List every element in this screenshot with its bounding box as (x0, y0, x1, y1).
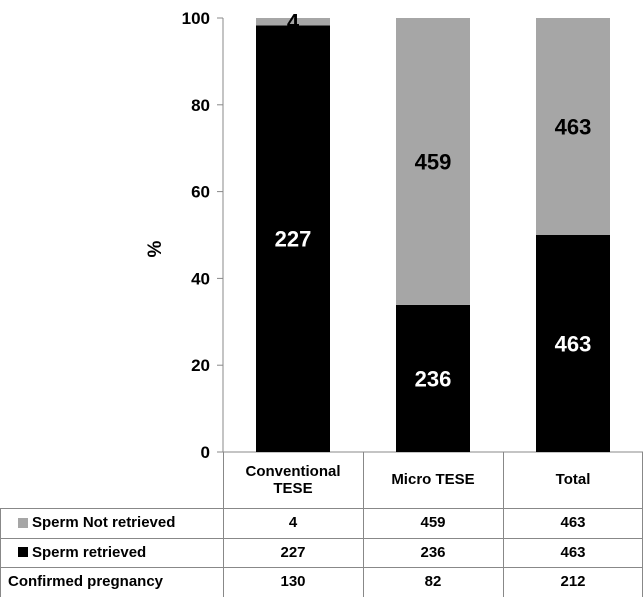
y-tick-label: 20 (191, 356, 210, 375)
data-label: 236 (415, 366, 452, 391)
y-axis-label: % (145, 240, 166, 257)
bar-sperm-retrieved (396, 304, 470, 452)
data-label: 463 (555, 115, 592, 140)
bar-sperm-not-retrieved (396, 18, 470, 305)
data-label: 463 (555, 332, 592, 357)
y-tick-label: 0 (201, 443, 210, 462)
data-label: 4 (287, 10, 300, 35)
bar-sperm-retrieved (536, 235, 610, 452)
y-tick-label: 60 (191, 183, 210, 202)
bar-sperm-retrieved (256, 25, 330, 453)
data-label: 227 (275, 227, 312, 252)
y-tick-label: 100 (182, 9, 210, 28)
y-tick-label: 80 (191, 96, 210, 115)
bar-sperm-not-retrieved (536, 18, 610, 235)
data-label: 459 (415, 149, 452, 174)
bar-sperm-not-retrieved (256, 18, 330, 26)
y-tick-label: 40 (191, 269, 210, 288)
